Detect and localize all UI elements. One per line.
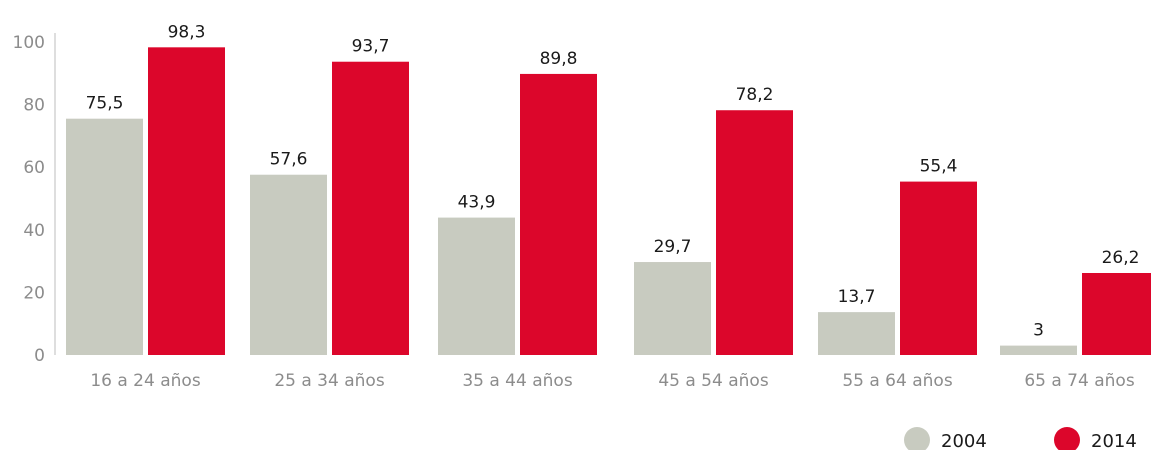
y-tick-label: 20 — [23, 283, 45, 303]
bar-2014-5 — [1082, 272, 1151, 355]
legend-swatch-2004 — [904, 427, 930, 450]
bar-2014-3 — [716, 110, 793, 355]
data-label-2004-0: 75,5 — [86, 94, 124, 114]
bar-2004-0 — [66, 118, 143, 355]
bar-2014-0 — [148, 47, 225, 356]
data-label-2014-2: 89,8 — [540, 49, 578, 69]
data-label-2004-1: 57,6 — [270, 150, 308, 170]
bar-2004-2 — [438, 217, 515, 355]
x-tick-label: 25 a 34 años — [274, 371, 384, 391]
y-tick-label: 100 — [13, 33, 45, 53]
bar-2014-2 — [520, 73, 597, 356]
y-tick-label: 60 — [23, 158, 45, 178]
legend: 2004 2014 — [904, 427, 1137, 450]
y-tick-label: 80 — [23, 96, 45, 116]
x-tick-label: 35 a 44 años — [462, 371, 572, 391]
bar-2014-4 — [900, 181, 977, 355]
data-label-2004-4: 13,7 — [838, 287, 876, 307]
data-label-2004-2: 43,9 — [458, 193, 496, 213]
data-label-2014-4: 55,4 — [920, 157, 958, 177]
y-axis: 0 20 40 60 80 100 — [13, 33, 45, 366]
bar-2004-5 — [1000, 345, 1077, 355]
y-tick-label: 40 — [23, 221, 45, 241]
legend-label-2014: 2014 — [1091, 431, 1137, 450]
legend-swatch-2014 — [1054, 427, 1080, 450]
legend-label-2004: 2004 — [941, 431, 987, 450]
bar-2014-1 — [332, 61, 409, 356]
data-label-2014-3: 78,2 — [736, 85, 774, 105]
bars: 75,5 98,3 57,6 93,7 43,9 89,8 29,7 78,2 13,7 55,4… — [66, 22, 1151, 356]
data-label-2004-5: 3 — [1033, 321, 1044, 341]
bar-2004-4 — [818, 312, 895, 355]
y-tick-label: 0 — [34, 346, 45, 366]
x-tick-label: 55 a 64 años — [842, 371, 952, 391]
x-tick-label: 45 a 54 años — [658, 371, 768, 391]
x-axis: 16 a 24 años 25 a 34 años 35 a 44 años 45 a… — [90, 371, 1134, 391]
x-tick-label: 65 a 74 años — [1024, 371, 1134, 391]
data-label-2014-5: 26,2 — [1102, 248, 1140, 268]
data-label-2014-0: 98,3 — [168, 22, 206, 42]
data-label-2004-3: 29,7 — [654, 237, 692, 257]
x-tick-label: 16 a 24 años — [90, 371, 200, 391]
bar-2004-1 — [250, 174, 327, 355]
data-label-2014-1: 93,7 — [352, 37, 390, 57]
bar-2004-3 — [634, 262, 711, 355]
